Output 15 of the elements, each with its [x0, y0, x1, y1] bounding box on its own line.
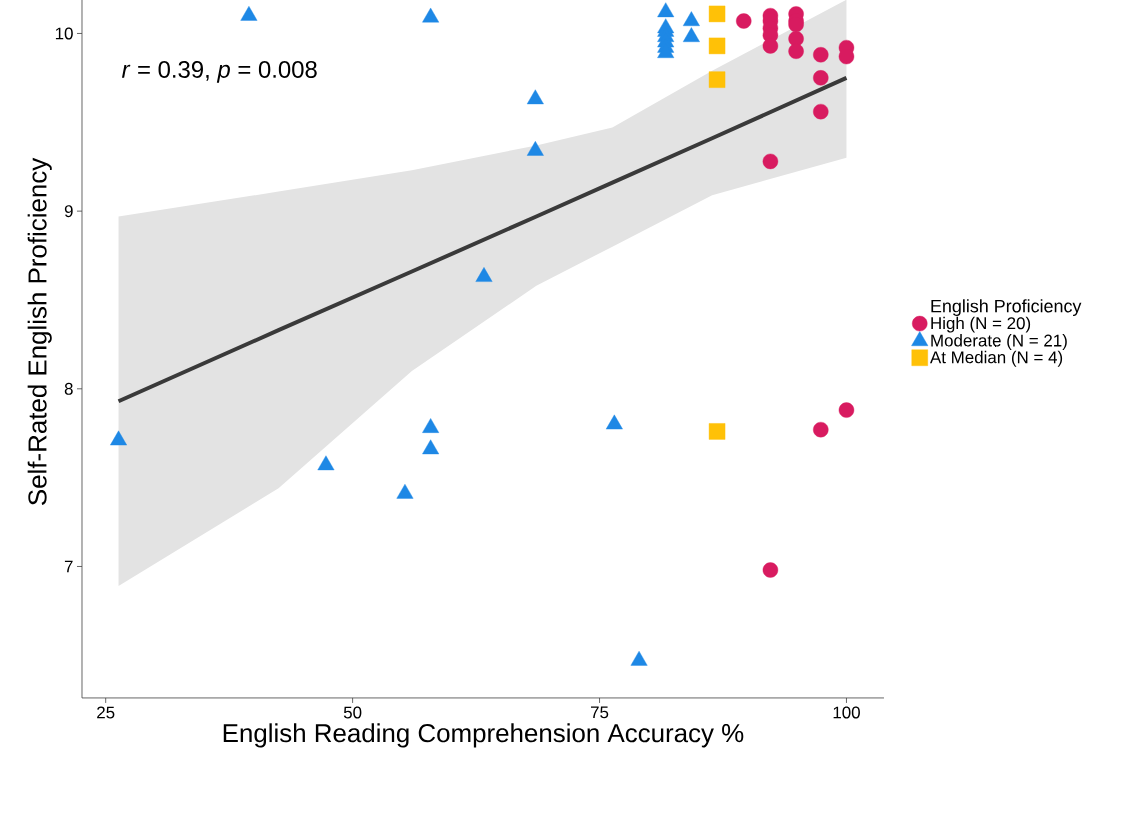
legend-label: High (N = 20) — [931, 316, 1031, 333]
y-tick-label: 9 — [64, 205, 73, 218]
y-tick-label: 10 — [55, 27, 73, 40]
legend-label: At Median (N = 4) — [930, 350, 1063, 367]
x-axis-title: English Reading Comprehension Accuracy % — [223, 723, 744, 748]
x-tick-label: 75 — [591, 706, 609, 719]
x-tick-label: 50 — [343, 706, 362, 719]
x-tick-label: 25 — [97, 706, 115, 719]
legend-title: English Proficiency — [931, 299, 1082, 316]
y-tick-label: 7 — [64, 560, 73, 573]
y-axis-title: Self-Rated English Proficiency — [27, 157, 52, 505]
legend-label: Moderate (N = 21) — [931, 334, 1067, 350]
y-tick-label: 8 — [64, 382, 73, 395]
annotation: r = 0.39, p = 0.008 — [121, 60, 317, 83]
x-tick-label: 100 — [833, 706, 860, 719]
